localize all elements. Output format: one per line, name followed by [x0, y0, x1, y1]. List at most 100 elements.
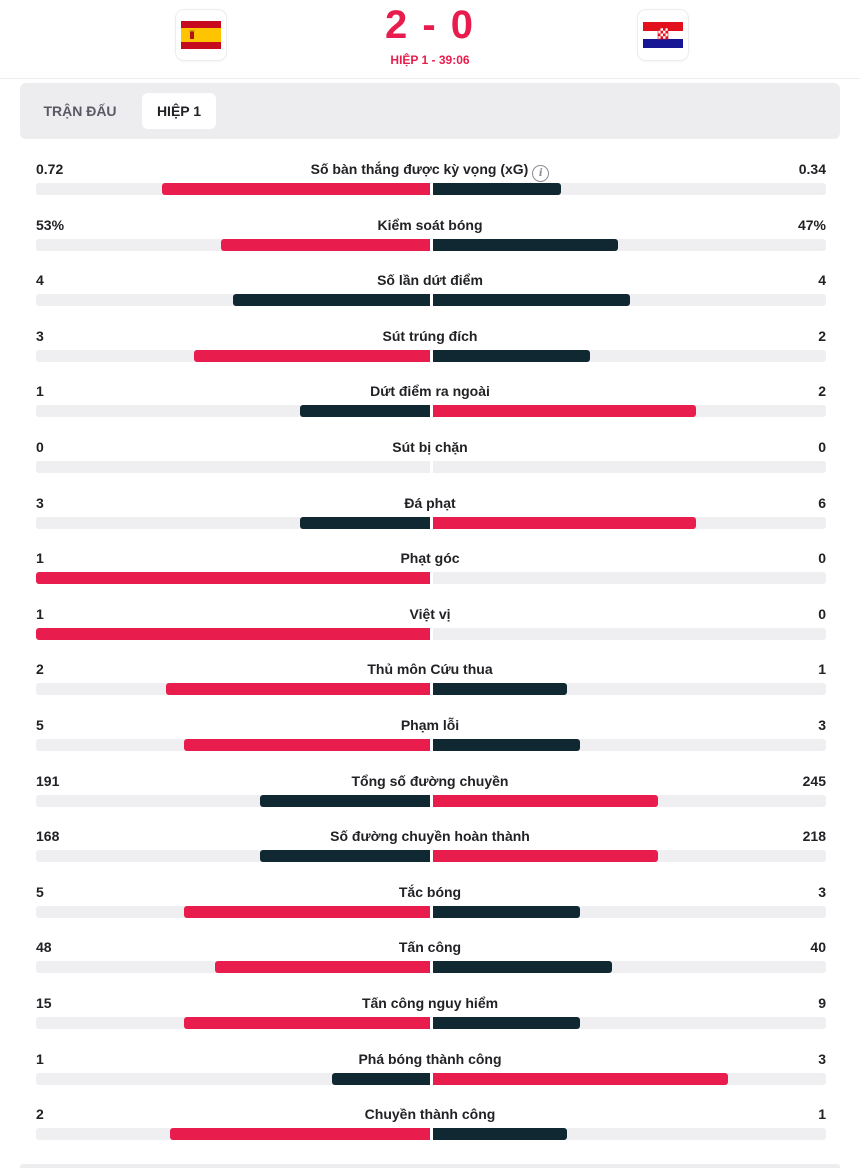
away-bar-track [433, 850, 826, 863]
home-stat-value: 2 [36, 1106, 44, 1123]
stat-name: Phá bóng thành công [180, 1049, 680, 1069]
stat-name-text: Tấn công [398, 939, 462, 956]
stat-name: Số lần dứt điểm [180, 270, 680, 290]
home-bar-track [36, 683, 430, 696]
stat-row: 1 Việt vị 0 [0, 595, 860, 651]
home-bar-track [36, 905, 430, 918]
away-bar-track [433, 349, 826, 362]
home-bar-track [36, 183, 430, 195]
stat-name: Thủ môn Cứu thua [180, 659, 680, 679]
away-stat-value: 3 [818, 883, 826, 900]
stat-name: Việt vị [180, 604, 680, 624]
home-bar-track [36, 405, 430, 418]
stat-name: Đá phạt [180, 493, 680, 513]
away-bar [433, 683, 567, 696]
info-icon[interactable]: i [532, 165, 550, 182]
away-stat-value: 0.34 [798, 161, 826, 177]
stat-name-text: Phạt góc [400, 550, 460, 567]
away-stat-value: 3 [818, 716, 826, 733]
away-stat-value: 1 [818, 661, 826, 678]
spain-flag-icon [181, 21, 221, 49]
stat-name-text: Việt vị [409, 605, 451, 622]
stat-name-text: Kiểm soát bóng [377, 216, 483, 233]
tab-match[interactable]: TRẬN ĐẤU [43, 103, 117, 119]
home-bar-track [36, 1072, 430, 1085]
away-bar-track [433, 961, 826, 974]
stat-row: 5 Phạm lỗi 3 [0, 706, 860, 762]
home-bar [299, 405, 430, 418]
home-bar [169, 1128, 430, 1141]
away-bar-track [433, 1072, 826, 1085]
home-stat-value: 3 [36, 494, 44, 511]
home-bar [183, 1016, 430, 1029]
home-bar [221, 238, 430, 251]
home-stat-value: 48 [36, 939, 52, 956]
away-stat-value: 3 [818, 1050, 826, 1067]
away-bar-track [433, 627, 826, 640]
stat-name: Sút bị chặn [180, 437, 680, 457]
away-bar [433, 238, 618, 251]
home-bar [259, 794, 430, 807]
home-stat-value: 3 [36, 327, 44, 344]
stat-row: 3 Đá phạt 6 [0, 484, 860, 540]
away-stat-value: 245 [802, 772, 826, 789]
away-bar [433, 850, 658, 863]
stat-name: Tắc bóng [180, 882, 680, 902]
stat-name-text: Tổng số đường chuyền [351, 772, 509, 789]
stat-name-text: Số lần dứt điểm [377, 272, 483, 289]
away-stat-value: 2 [818, 327, 826, 344]
home-stat-value: 0 [36, 438, 44, 455]
away-bar-track [433, 738, 826, 751]
stat-name: Dứt điểm ra ngoài [180, 381, 680, 401]
stat-name-text: Phạm lỗi [400, 716, 460, 733]
stat-name: Tấn công [180, 937, 680, 957]
home-bar [162, 183, 430, 195]
away-bar [433, 961, 612, 974]
away-bar-track [433, 405, 826, 418]
home-team-badge[interactable] [176, 10, 226, 60]
match-header: 2 - 0 HIỆP 1 - 39:06 [0, 0, 860, 79]
stat-name: Số đường chuyền hoàn thành [180, 826, 680, 846]
home-bar-track [36, 294, 430, 307]
croatia-flag-icon [643, 22, 683, 48]
away-bar [433, 183, 561, 195]
stat-row: 1 Phạt góc 0 [0, 539, 860, 595]
away-bar [433, 516, 697, 529]
stat-row: 168 Số đường chuyền hoàn thành 218 [0, 817, 860, 873]
home-bar [166, 683, 430, 696]
away-bar [433, 905, 581, 918]
away-stat-value: 0 [818, 605, 826, 622]
home-stat-value: 4 [36, 272, 44, 289]
home-bar [331, 1072, 430, 1085]
stat-name-text: Dứt điểm ra ngoài [370, 383, 490, 400]
stat-name-text: Đá phạt [404, 494, 456, 511]
tab-first-half[interactable]: HIỆP 1 [142, 93, 216, 129]
stat-name-text: Sút bị chặn [392, 438, 468, 455]
away-bar-track [433, 1016, 826, 1029]
stat-name: Phạt góc [180, 548, 680, 568]
match-period: HIỆP 1 - 39:06 [390, 53, 470, 67]
stat-name: Tổng số đường chuyền [180, 771, 680, 791]
stat-row: 53% Kiểm soát bóng 47% [0, 206, 860, 262]
home-stat-value: 0.72 [36, 161, 64, 177]
stat-name-text: Chuyền thành công [364, 1106, 496, 1123]
home-bar-track [36, 627, 430, 640]
home-bar-track [36, 349, 430, 362]
away-team-badge[interactable] [638, 10, 688, 60]
away-bar [433, 405, 697, 418]
stat-name-text: Tắc bóng [398, 883, 462, 900]
away-bar [433, 1072, 728, 1085]
stat-name-text: Thủ môn Cứu thua [367, 661, 493, 678]
home-bar-track [36, 794, 430, 807]
stat-row: 3 Sút trúng đích 2 [0, 317, 860, 373]
home-bar [183, 738, 430, 751]
away-bar-track [433, 460, 826, 473]
section-divider [20, 1164, 840, 1168]
stat-row: 4 Số lần dứt điểm 4 [0, 261, 860, 317]
away-stat-value: 40 [810, 939, 826, 956]
away-bar [433, 1016, 581, 1029]
stat-name: Kiểm soát bóng [180, 215, 680, 235]
stat-row: 5 Tắc bóng 3 [0, 873, 860, 929]
away-bar-track [433, 683, 826, 696]
away-bar-track [433, 572, 826, 585]
